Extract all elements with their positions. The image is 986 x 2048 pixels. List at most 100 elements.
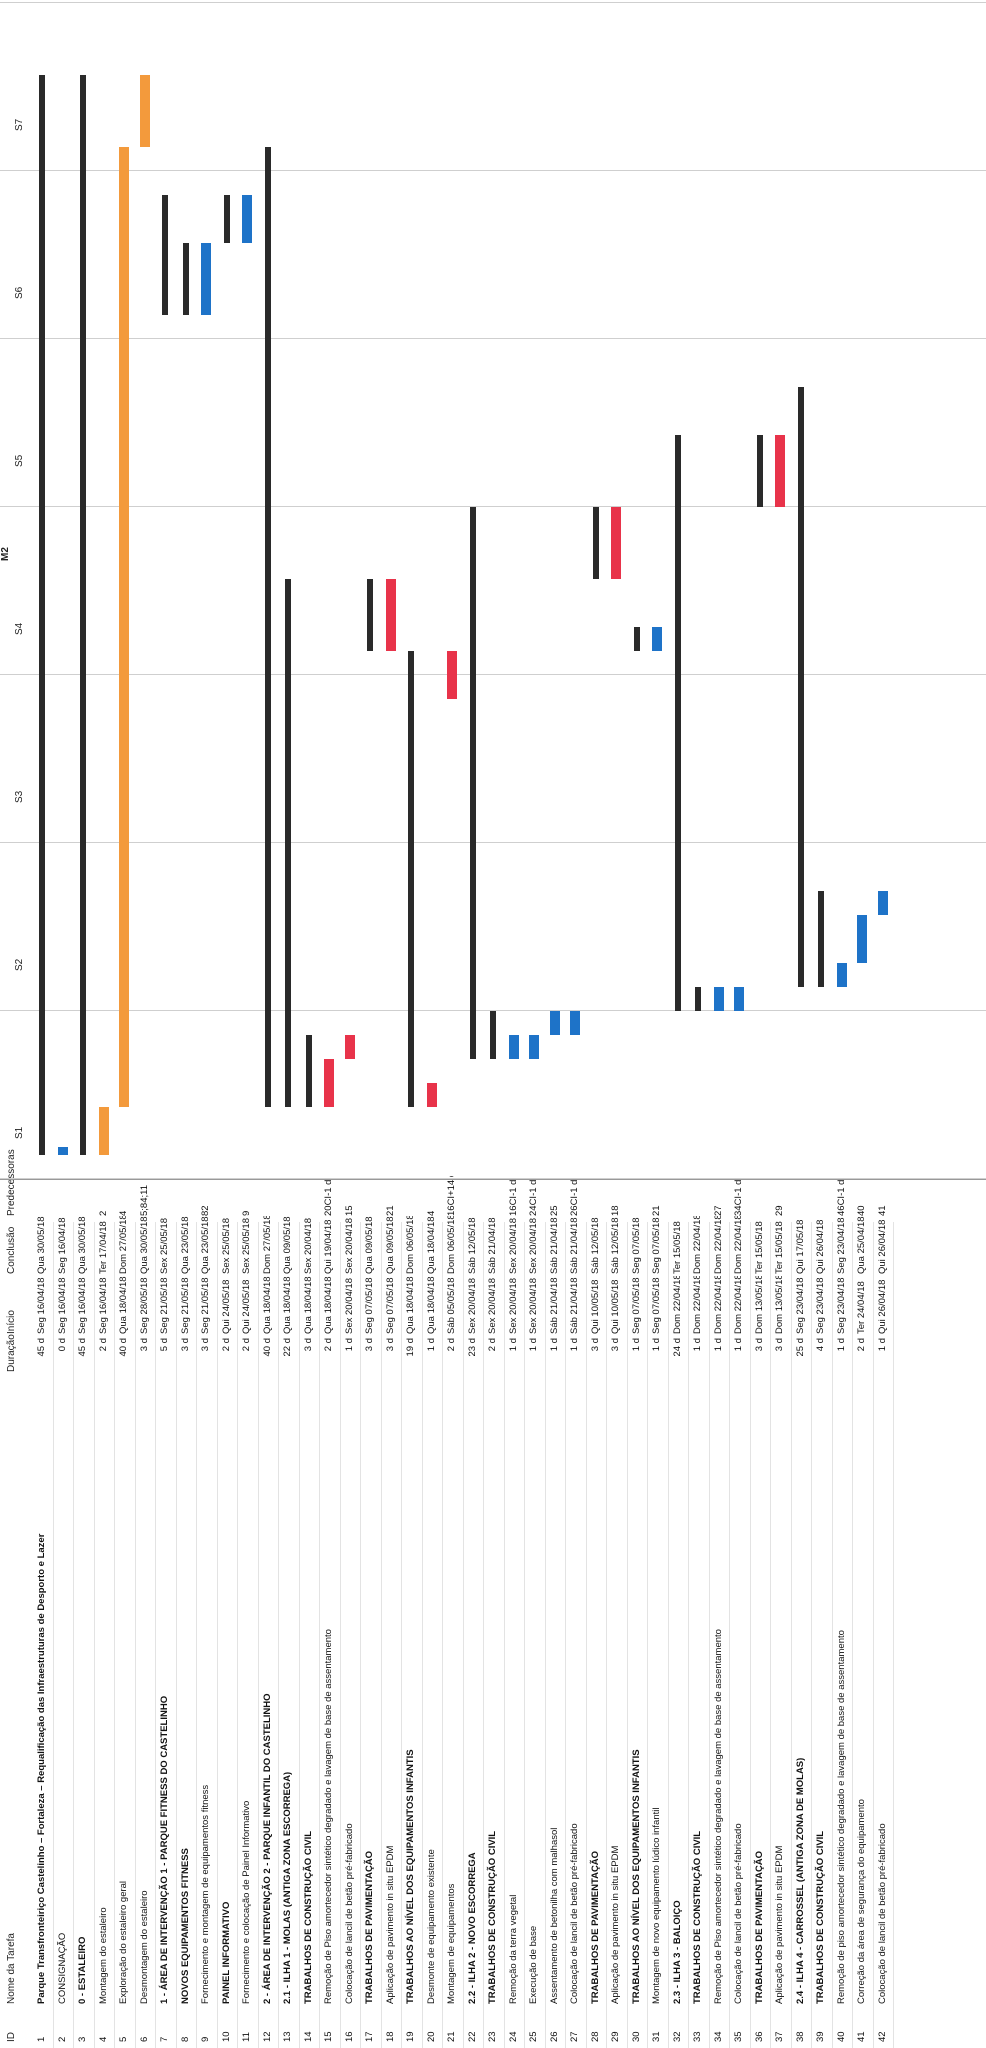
- table-row[interactable]: 15 Remoção de Piso amortecedor sintético …: [319, 1180, 340, 2048]
- task-bar[interactable]: [119, 147, 129, 1107]
- cell-pred: 21: [384, 1205, 396, 1216]
- table-row[interactable]: 16 Colocação de lancil de betão pré-fabri…: [340, 1205, 361, 2048]
- task-bar[interactable]: [447, 651, 457, 699]
- table-row[interactable]: 26 Assentamento de betonilha com malhasol…: [545, 1205, 566, 2048]
- task-bar[interactable]: [57, 1147, 68, 1155]
- task-bar[interactable]: [734, 987, 744, 1011]
- table-row[interactable]: 2 CONSIGNAÇÃO 0 d Seg 16/04/18 Seg 16/04/18: [53, 1217, 74, 2048]
- table-row[interactable]: 36 TRABALHOS DE PAVIMENTAÇÃO 3 d Dom 13/05/…: [750, 1221, 771, 2048]
- task-bar[interactable]: [570, 1011, 580, 1035]
- table-row[interactable]: 30 TRABALHOS AO NÍVEL DOS EQUIPAMENTOS IN…: [627, 1217, 648, 2048]
- summary-bar[interactable]: [367, 579, 373, 651]
- table-row[interactable]: 8 NOVOS EQUIPAMENTOS FITNESS 3 d Seg 21/05/…: [176, 1216, 197, 2048]
- summary-bar[interactable]: [80, 75, 86, 1155]
- task-bar[interactable]: [508, 1035, 519, 1059]
- table-row[interactable]: 25 Execução de base 1 d Sex 20/04/18 Sex 20/…: [524, 1180, 545, 2048]
- table-row[interactable]: 14 TRABALHOS DE CONSTRUÇÃO CIVIL 3 d Qua 18…: [299, 1218, 320, 2048]
- table-row[interactable]: 24 Remoção da terra vegetal 1 d Sex 20/04/1…: [504, 1180, 525, 2048]
- summary-bar[interactable]: [162, 195, 168, 315]
- summary-bar[interactable]: [592, 507, 599, 579]
- table-row[interactable]: 9 Fornecimento e montagem de equipamentos…: [196, 1205, 217, 2048]
- table-row[interactable]: 12 2 - ÁREA DE INTERVENÇÃO 2 - PARQUE INF…: [258, 1216, 279, 2048]
- summary-bar[interactable]: [223, 195, 230, 243]
- task-bar[interactable]: [529, 1035, 539, 1059]
- task-bar[interactable]: [611, 507, 621, 579]
- task-bar[interactable]: [426, 1083, 437, 1107]
- task-bar[interactable]: [836, 963, 847, 987]
- table-row[interactable]: 31 Montagem de novo equipamento lúdico in…: [647, 1205, 668, 2048]
- table-row[interactable]: 40 Remoção de piso amortecedor sintético …: [832, 1180, 853, 2048]
- summary-bar[interactable]: [39, 75, 45, 1155]
- summary-bar[interactable]: [264, 147, 271, 1107]
- table-row[interactable]: 20 Desmonte de equipamento existente 1 d Qu…: [422, 1211, 443, 2048]
- summary-bar[interactable]: [305, 1035, 312, 1107]
- task-bar[interactable]: [877, 891, 888, 915]
- task-bar[interactable]: [652, 627, 662, 651]
- task-bar[interactable]: [775, 435, 785, 507]
- table-row[interactable]: 3 0 - ESTALEIRO 45 d Seg 16/04/18 Qua 30/05/…: [73, 1216, 94, 2048]
- table-row[interactable]: 21 Montagem de equipamentos 2 d Sáb 05/05/1…: [442, 1176, 463, 2048]
- table-row[interactable]: 28 TRABALHOS DE PAVIMENTAÇÃO 3 d Qui 10/05/…: [586, 1217, 607, 2048]
- table-row[interactable]: 1 Parque Transfronteiriço Castelinho – Fo…: [32, 1216, 53, 2048]
- table-row[interactable]: 34 Remoção de Piso amortecedor sintético …: [709, 1205, 730, 2048]
- cell-id: 39: [815, 2031, 826, 2042]
- table-row[interactable]: 10 PAINEL INFORMATIVO 2 d Qui 24/05/18 Sex 2…: [217, 1218, 238, 2048]
- task-bar[interactable]: [549, 1011, 560, 1035]
- summary-bar[interactable]: [490, 1011, 496, 1059]
- task-bar[interactable]: [201, 243, 211, 315]
- table-row[interactable]: 6 Desmontagem do estaleiro 3 d Seg 28/05/18…: [135, 1185, 156, 2048]
- table-row[interactable]: 42 Colocação de lancil de betão pré-fabri…: [873, 1205, 894, 2048]
- week-label-s4: S4: [14, 622, 25, 635]
- table-row[interactable]: 41 Correção da área de segurança do equip…: [852, 1205, 873, 2048]
- summary-bar[interactable]: [408, 651, 414, 1107]
- summary-bar[interactable]: [818, 891, 824, 987]
- task-bar[interactable]: [242, 195, 252, 243]
- table-row[interactable]: 33 TRABALHOS DE CONSTRUÇÃO CIVIL 1 d Dom 22…: [688, 1216, 709, 2048]
- table-row[interactable]: 35 Colocação de lancil de betão pré-fabri…: [729, 1180, 750, 2048]
- cell-pred: 40: [856, 1205, 867, 1216]
- summary-bar[interactable]: [469, 507, 476, 1059]
- table-row[interactable]: 4 Montagem do estaleiro 2 d Seg 16/04/18 Ter…: [94, 1211, 115, 2048]
- table-row[interactable]: 13 2.1 - ILHA 1 - MOLAS (ANTIGA ZONA ESCO…: [278, 1216, 299, 2048]
- table-row[interactable]: 23 TRABALHOS DE CONSTRUÇÃO CIVIL 2 d Sex 20…: [483, 1217, 504, 2048]
- task-bar[interactable]: [98, 1107, 109, 1155]
- summary-bar[interactable]: [695, 987, 701, 1011]
- summary-bar[interactable]: [674, 435, 681, 1011]
- cell-pred: 16CI+14 d: [446, 1176, 457, 1216]
- header-duration[interactable]: Duração: [6, 1334, 17, 1372]
- cell-con: Qui 19/04/18: [323, 1219, 334, 1274]
- table-row[interactable]: 7 1 - ÁREA DE INTERVENÇÃO 1 - PARQUE FITN…: [155, 1218, 176, 2048]
- summary-bar[interactable]: [633, 627, 640, 651]
- task-bar[interactable]: [344, 1035, 355, 1059]
- table-row[interactable]: 38 2.4 - ILHA 4 - CARROSSEL (ANTIGA ZONA …: [791, 1220, 812, 2048]
- table-row[interactable]: 18 Aplicação de pavimento in situ EPDM 3 d…: [381, 1205, 402, 2048]
- task-bar[interactable]: [857, 915, 867, 963]
- task-bar[interactable]: [324, 1059, 334, 1107]
- cell-name: 2 - ÁREA DE INTERVENÇÃO 2 - PARQUE INFAN…: [261, 1693, 273, 2004]
- table-row[interactable]: 5 Exploração do estaleiro geral 40 d Qua 18…: [114, 1211, 135, 2048]
- task-bar[interactable]: [139, 75, 150, 147]
- table-row[interactable]: 19 TRABALHOS AO NÍVEL DOS EQUIPAMENTOS IN…: [401, 1216, 422, 2048]
- header-start[interactable]: Início: [6, 1310, 17, 1334]
- task-bar[interactable]: [385, 579, 396, 651]
- table-row[interactable]: 22 2.2 - ILHA 2 - NOVO ESCORREGA 23 d Sex 2…: [463, 1217, 484, 2048]
- summary-bar[interactable]: [285, 579, 291, 1107]
- task-bar[interactable]: [713, 987, 724, 1011]
- table-row[interactable]: 27 Colocação de lancil de betão pré-fabri…: [565, 1180, 586, 2048]
- table-row[interactable]: 32 2.3 - ILHA 3 - BALOIÇO 24 d Dom 22/04/18…: [668, 1221, 689, 2048]
- header-id[interactable]: ID: [6, 2032, 17, 2042]
- header-task-name[interactable]: Nome da Tarefa: [6, 1933, 17, 2004]
- summary-bar[interactable]: [756, 435, 763, 507]
- cell-dur: 19 d: [405, 1338, 416, 1357]
- cell-con: Dom 22/04/18: [733, 1216, 744, 1274]
- summary-bar[interactable]: [797, 387, 804, 987]
- cell-dur: 1 d: [630, 1338, 642, 1352]
- table-row[interactable]: 37 Aplicação de pavimento in situ EPDM 3 d…: [770, 1205, 791, 2048]
- table-row[interactable]: 17 TRABALHOS DE PAVIMENTAÇÃO 3 d Seg 07/05/…: [360, 1216, 381, 2048]
- summary-bar[interactable]: [182, 243, 189, 315]
- table-row[interactable]: 11 Fornecimento e colocação de Painel Inf…: [237, 1211, 258, 2048]
- header-end[interactable]: Conclusão: [6, 1226, 17, 1274]
- table-row[interactable]: 29 Aplicação de pavimento in situ EPDM 3 d…: [606, 1205, 627, 2048]
- table-row[interactable]: 39 TRABALHOS DE CONSTRUÇÃO CIVIL 4 d Seg 23…: [811, 1220, 832, 2048]
- cell-id: 5: [118, 2036, 129, 2042]
